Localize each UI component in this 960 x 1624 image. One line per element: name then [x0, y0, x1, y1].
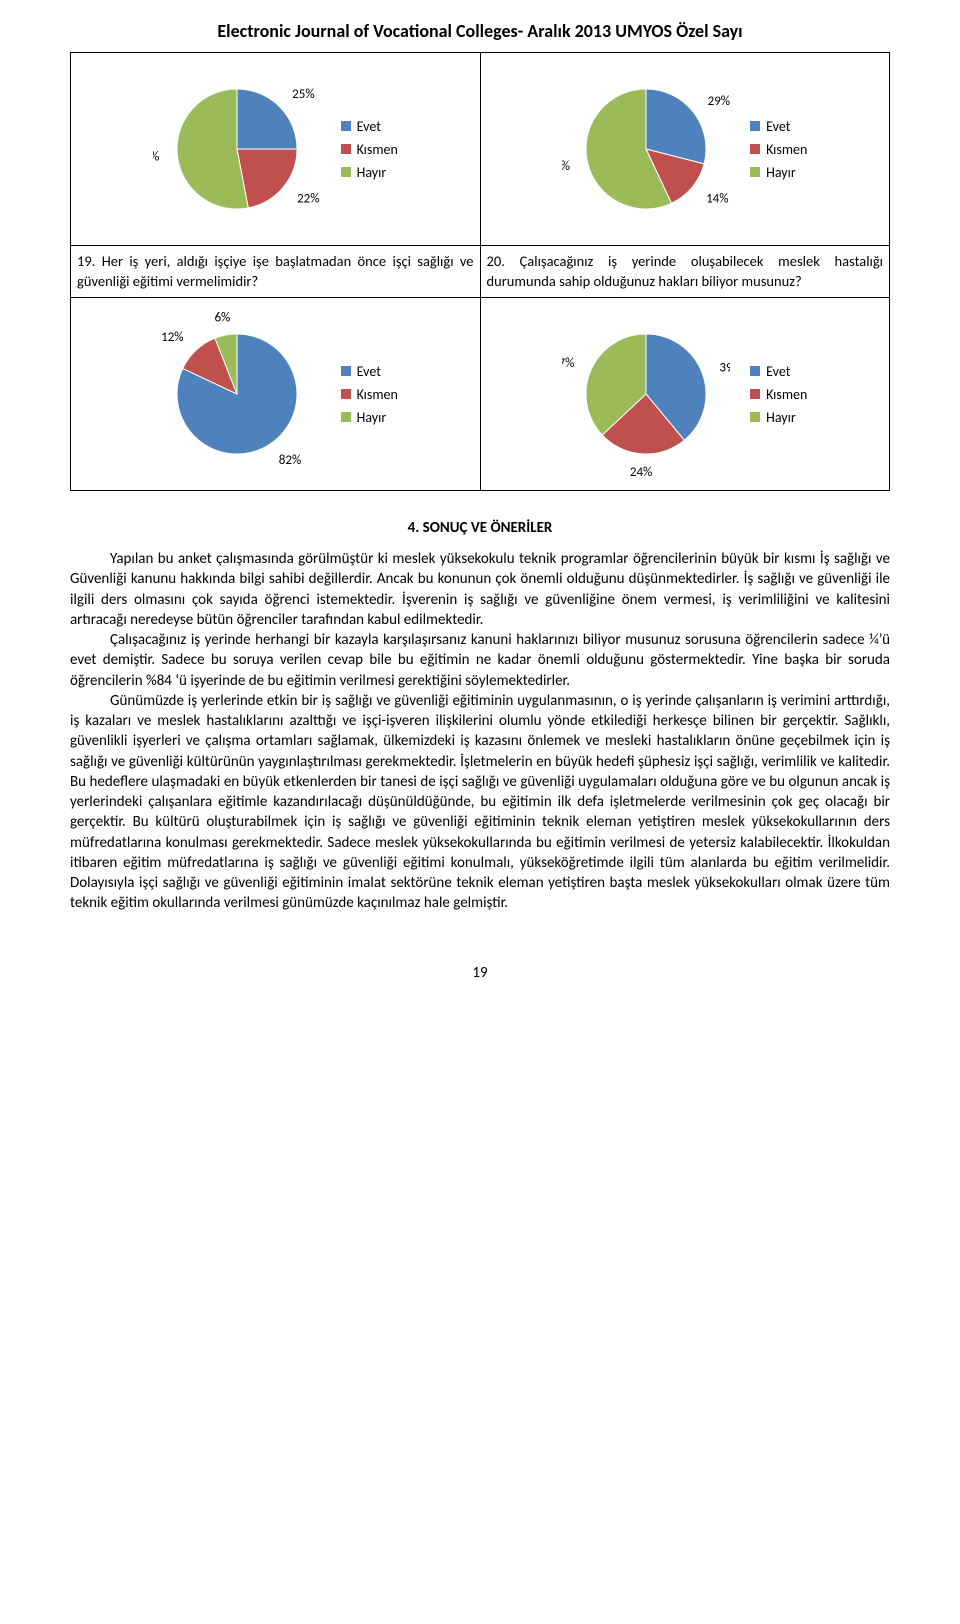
slice-label-evet: 82%	[278, 453, 300, 468]
pie-slice-evet	[237, 89, 297, 149]
legend-swatch-hayir	[341, 167, 351, 177]
slice-label-kismen: 12%	[161, 330, 183, 345]
chart-3-cell: 82% 12% 6% Evet Kısmen Hayır	[71, 298, 481, 491]
legend-label-evet: Evet	[766, 363, 790, 380]
chart-3: 82% 12% 6% Evet Kısmen Hayır	[77, 310, 474, 478]
question-20: 20. Çalışacağınız iş yerinde oluşabilece…	[480, 246, 890, 298]
chart-1-cell: 25% 22% 53% Evet Kısmen Hayır	[71, 53, 481, 246]
legend-item-hayir: Hayır	[750, 164, 807, 181]
legend-item-evet: Evet	[341, 118, 398, 135]
legend-item-hayir: Hayır	[341, 409, 398, 426]
page-number: 19	[70, 964, 890, 982]
legend-item-evet: Evet	[341, 363, 398, 380]
legend-item-kismen: Kısmen	[750, 141, 807, 158]
legend-swatch-kismen	[750, 144, 760, 154]
chart-grid: 25% 22% 53% Evet Kısmen Hayır 29% 14% 57% Evet Kı…	[70, 52, 890, 491]
legend-item-hayir: Hayır	[750, 409, 807, 426]
legend-item-kismen: Kısmen	[341, 141, 398, 158]
section-title: 4. SONUÇ VE ÖNERİLER	[70, 519, 890, 537]
slice-label-kismen: 24%	[630, 465, 652, 478]
para-2: Çalışacağınız iş yerinde herhangi bir ka…	[70, 630, 890, 691]
legend-label-kismen: Kısmen	[766, 141, 807, 158]
legend-item-hayir: Hayır	[341, 164, 398, 181]
legend-label-evet: Evet	[357, 118, 381, 135]
question-19: 19. Her iş yeri, aldığı işçiye işe başla…	[71, 246, 481, 298]
slice-label-hayir: 57%	[562, 159, 570, 174]
slice-label-evet: 39%	[720, 361, 731, 376]
legend-swatch-hayir	[341, 412, 351, 422]
legend-label-hayir: Hayır	[766, 409, 796, 426]
slice-label-kismen: 14%	[706, 192, 728, 207]
legend-label-evet: Evet	[357, 363, 381, 380]
legend-label-kismen: Kısmen	[766, 386, 807, 403]
legend: Evet Kısmen Hayır	[750, 363, 807, 426]
legend-item-kismen: Kısmen	[750, 386, 807, 403]
slice-label-evet: 25%	[292, 87, 314, 102]
chart-1: 25% 22% 53% Evet Kısmen Hayır	[77, 65, 474, 233]
legend-item-evet: Evet	[750, 363, 807, 380]
slice-label-hayir: 37%	[562, 356, 574, 371]
slice-label-hayir: 6%	[214, 311, 230, 326]
legend: Evet Kısmen Hayır	[341, 118, 398, 181]
legend: Evet Kısmen Hayır	[750, 118, 807, 181]
legend-swatch-hayir	[750, 412, 760, 422]
journal-title: Electronic Journal of Vocational College…	[70, 20, 890, 42]
legend-swatch-hayir	[750, 167, 760, 177]
pie-chart: 82% 12% 6%	[153, 310, 321, 478]
legend-swatch-evet	[750, 121, 760, 131]
chart-2-cell: 29% 14% 57% Evet Kısmen Hayır	[480, 53, 890, 246]
legend-swatch-kismen	[341, 144, 351, 154]
legend-item-kismen: Kısmen	[341, 386, 398, 403]
chart-4: 39% 24% 37% Evet Kısmen Hayır	[487, 310, 884, 478]
legend-swatch-evet	[341, 121, 351, 131]
page: Electronic Journal of Vocational College…	[0, 0, 960, 1022]
para-1: Yapılan bu anket çalışmasında görülmüştü…	[70, 549, 890, 630]
legend-label-kismen: Kısmen	[357, 386, 398, 403]
legend-label-hayir: Hayır	[357, 409, 387, 426]
legend-swatch-kismen	[750, 389, 760, 399]
legend-label-hayir: Hayır	[357, 164, 387, 181]
legend-label-hayir: Hayır	[766, 164, 796, 181]
legend-label-evet: Evet	[766, 118, 790, 135]
chart-4-cell: 39% 24% 37% Evet Kısmen Hayır	[480, 298, 890, 491]
pie-chart: 39% 24% 37%	[562, 310, 730, 478]
legend-item-evet: Evet	[750, 118, 807, 135]
body-text: Yapılan bu anket çalışmasında görülmüştü…	[70, 549, 890, 914]
legend-swatch-evet	[750, 366, 760, 376]
pie-chart: 29% 14% 57%	[562, 65, 730, 233]
legend-label-kismen: Kısmen	[357, 141, 398, 158]
slice-label-hayir: 53%	[153, 149, 159, 164]
legend: Evet Kısmen Hayır	[341, 363, 398, 426]
pie-chart: 25% 22% 53%	[153, 65, 321, 233]
chart-2: 29% 14% 57% Evet Kısmen Hayır	[487, 65, 884, 233]
para-3: Günümüzde iş yerlerinde etkin bir iş sağ…	[70, 691, 890, 914]
legend-swatch-evet	[341, 366, 351, 376]
legend-swatch-kismen	[341, 389, 351, 399]
slice-label-kismen: 22%	[297, 192, 319, 207]
slice-label-evet: 29%	[708, 94, 730, 109]
